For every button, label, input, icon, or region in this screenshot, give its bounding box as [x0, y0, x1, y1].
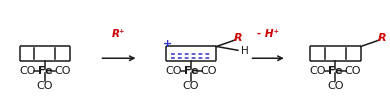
Text: R: R [234, 33, 242, 43]
Text: CO: CO [310, 66, 326, 76]
Text: R: R [378, 33, 386, 43]
Text: CO: CO [54, 66, 71, 76]
Text: CO: CO [19, 66, 35, 76]
Text: CO: CO [327, 81, 344, 91]
Text: CO: CO [200, 66, 217, 76]
Text: CO: CO [183, 81, 199, 91]
Text: H: H [241, 46, 249, 56]
Text: CO: CO [37, 81, 53, 91]
Text: +: + [163, 39, 172, 49]
Text: - H⁺: - H⁺ [257, 29, 279, 39]
Text: CO: CO [345, 66, 361, 76]
Text: Fe: Fe [184, 66, 199, 76]
Text: CO: CO [165, 66, 182, 76]
Text: Fe: Fe [328, 66, 343, 76]
Text: Fe: Fe [37, 66, 52, 76]
Text: R⁺: R⁺ [112, 29, 126, 39]
